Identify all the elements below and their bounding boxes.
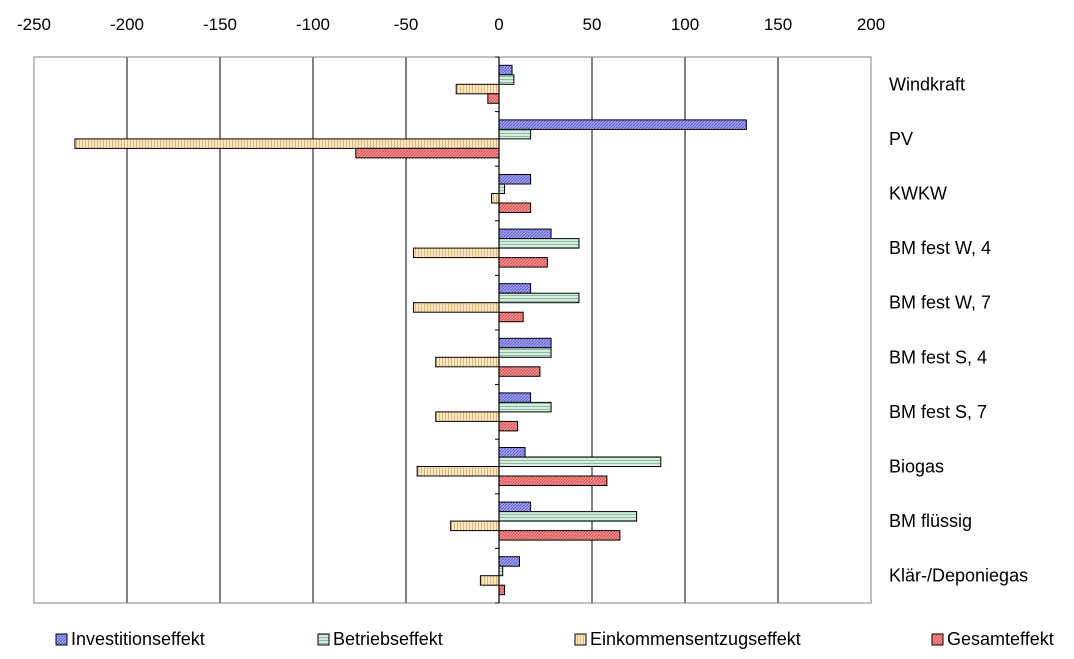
bar <box>498 347 552 358</box>
x-tick-label: 50 <box>583 15 602 34</box>
bar <box>498 228 552 240</box>
legend-swatch <box>55 633 68 646</box>
bar <box>498 511 638 522</box>
category-label: BM fest W, 4 <box>889 238 991 258</box>
bar <box>435 411 500 422</box>
bar <box>498 530 621 541</box>
bar <box>416 466 500 477</box>
x-tick-label: -150 <box>203 15 237 34</box>
category-label: KWKW <box>889 184 947 204</box>
bar <box>498 401 552 413</box>
bar <box>498 283 532 294</box>
axes <box>33 56 872 604</box>
legend-label: Einkommensentzugseffekt <box>590 629 801 649</box>
bars <box>74 64 747 596</box>
category-label: BM flüssig <box>889 511 972 531</box>
category-label: Windkraft <box>889 74 965 94</box>
bar <box>498 202 532 213</box>
bar <box>74 138 500 149</box>
category-label: Klär-/Deponiegas <box>889 566 1028 586</box>
bar <box>498 119 747 130</box>
bar <box>498 74 515 85</box>
labels: -250 -200 -150 -100 -50 0 50 100 150 200 Windkraft… <box>17 15 1028 586</box>
bar <box>412 247 500 259</box>
bar <box>498 183 506 194</box>
x-tick-label: -100 <box>296 15 330 34</box>
bar <box>498 311 524 323</box>
category-label: BM fest S, 7 <box>889 402 987 422</box>
bar <box>498 456 662 467</box>
bar <box>487 93 500 104</box>
bar <box>435 356 500 368</box>
bar <box>498 337 552 349</box>
legend-swatch <box>574 633 587 646</box>
bar <box>450 520 500 532</box>
bar <box>498 447 526 458</box>
bar <box>412 302 500 313</box>
bar <box>498 501 532 513</box>
legend-swatch <box>317 633 330 646</box>
legend-label: Investitionseffekt <box>71 629 205 649</box>
bar <box>355 147 500 159</box>
legend: Investitionseffekt Betriebseffekt Einkomme… <box>55 629 1054 649</box>
bar <box>491 193 500 204</box>
category-label: Biogas <box>889 457 944 477</box>
category-label: BM fest S, 4 <box>889 347 987 367</box>
bar <box>498 556 520 567</box>
bar <box>498 420 519 432</box>
bar <box>498 584 506 596</box>
legend-label: Gesamteffekt <box>947 629 1054 649</box>
x-tick-label: 200 <box>857 15 885 34</box>
bar <box>498 292 580 304</box>
x-tick-label: 150 <box>764 15 792 34</box>
bar <box>479 575 500 586</box>
x-tick-label: 100 <box>671 15 699 34</box>
category-label: BM fest W, 7 <box>889 293 991 313</box>
bar <box>455 83 500 95</box>
x-tick-label: -200 <box>110 15 144 34</box>
bar <box>498 475 608 486</box>
bar <box>498 174 532 185</box>
legend-label: Betriebseffekt <box>333 629 443 649</box>
x-tick-label: -50 <box>394 15 419 34</box>
bar <box>498 257 548 268</box>
x-tick-label: 0 <box>494 15 503 34</box>
plot-border <box>33 56 872 604</box>
bar <box>498 366 541 377</box>
bar <box>498 392 532 403</box>
x-tick-label: -250 <box>17 15 51 34</box>
bar <box>498 64 513 76</box>
category-label: PV <box>889 129 913 149</box>
legend-swatch <box>931 633 944 646</box>
bar <box>498 128 532 140</box>
bar <box>498 238 580 249</box>
